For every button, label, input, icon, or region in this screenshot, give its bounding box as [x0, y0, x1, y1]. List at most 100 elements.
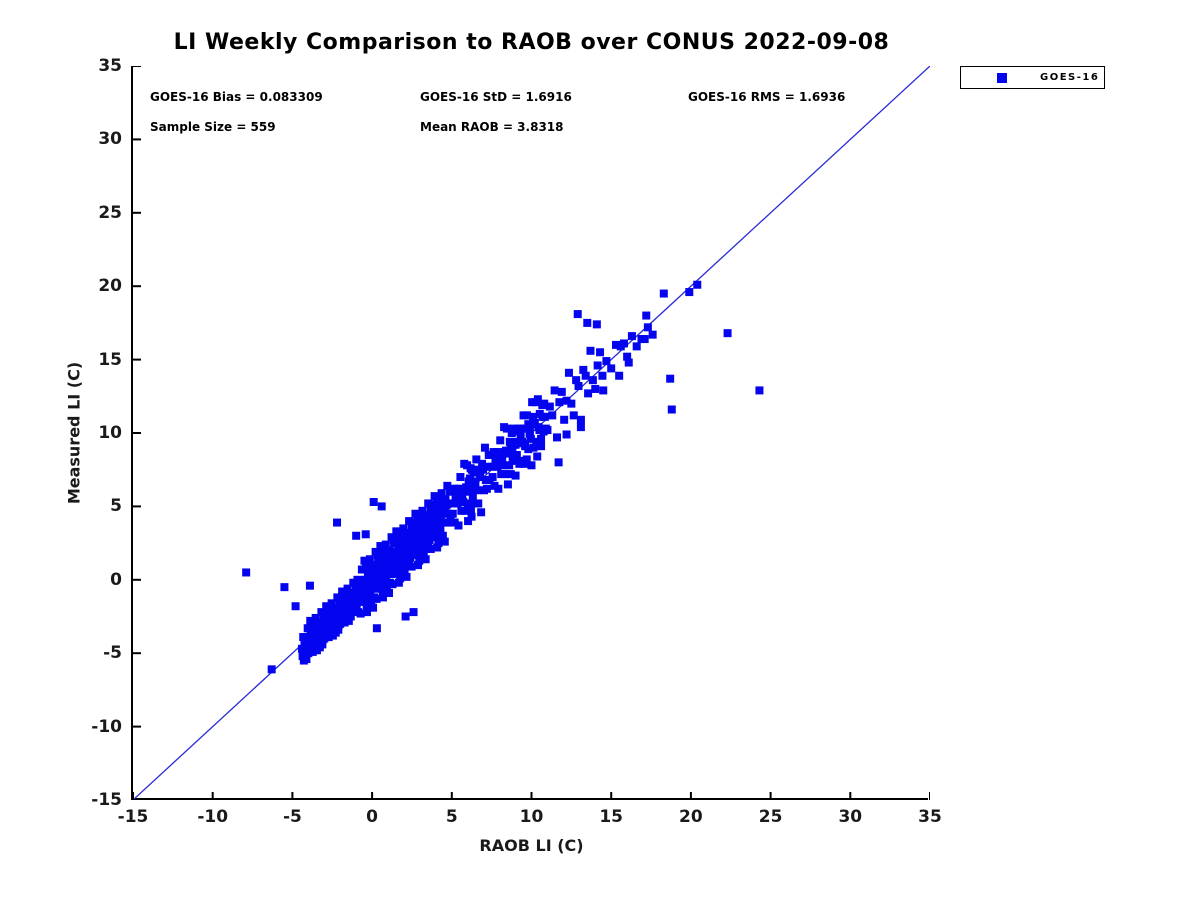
data-point — [545, 402, 554, 411]
data-point — [543, 426, 552, 435]
data-point — [755, 386, 764, 395]
x-tick-label: 0 — [366, 807, 379, 827]
data-point — [576, 415, 585, 424]
data-point — [465, 487, 474, 496]
data-point — [567, 399, 576, 408]
data-point — [562, 430, 571, 439]
data-point — [523, 411, 532, 420]
data-point — [538, 401, 547, 410]
data-point — [426, 505, 435, 514]
data-point — [427, 514, 436, 523]
data-point — [607, 364, 616, 373]
y-tick-label: -5 — [103, 643, 122, 664]
data-point — [508, 448, 517, 457]
data-point — [389, 536, 398, 545]
data-point — [362, 562, 371, 571]
plot-area — [131, 66, 930, 800]
data-point — [337, 612, 346, 621]
data-point — [414, 561, 423, 570]
data-point — [554, 458, 563, 467]
data-point — [365, 578, 374, 587]
x-tick-label: 20 — [679, 807, 703, 827]
data-point — [356, 609, 365, 618]
data-point — [623, 352, 632, 361]
data-point — [303, 624, 312, 633]
data-point — [553, 433, 562, 442]
data-point — [400, 566, 409, 575]
data-point — [372, 624, 381, 633]
y-tick-label: 10 — [98, 423, 122, 443]
data-point — [469, 468, 478, 477]
data-point — [537, 434, 546, 443]
y-tick-label: 0 — [110, 569, 122, 590]
data-point — [624, 358, 633, 367]
data-point — [373, 550, 382, 559]
data-point — [531, 398, 540, 407]
data-point — [398, 559, 407, 568]
data-point — [516, 431, 525, 440]
data-point — [537, 442, 546, 451]
legend-marker-square — [997, 72, 1007, 83]
data-point — [415, 556, 424, 565]
data-point — [339, 591, 348, 600]
chart-title: LI Weekly Comparison to RAOB over CONUS … — [173, 30, 890, 55]
data-point — [461, 506, 470, 515]
data-point — [443, 481, 452, 490]
data-point — [438, 518, 447, 527]
y-axis-label: Measured LI (C) — [64, 361, 84, 505]
x-tick-label: 25 — [758, 807, 783, 827]
data-point — [619, 339, 628, 348]
y-tick-label: -10 — [91, 716, 122, 737]
data-point — [555, 398, 564, 407]
data-point — [611, 340, 620, 349]
data-point — [584, 389, 593, 398]
data-point — [242, 568, 251, 577]
y-tick-label: 20 — [98, 276, 122, 297]
data-point — [642, 311, 651, 320]
annotation-sample-size: Sample Size = 559 — [150, 120, 276, 134]
data-point — [560, 415, 569, 424]
y-tick-label: 5 — [110, 496, 122, 517]
data-point — [723, 329, 732, 338]
data-point — [576, 423, 585, 432]
data-point — [533, 452, 542, 461]
data-point — [436, 524, 445, 533]
data-point — [323, 622, 332, 631]
data-point — [520, 459, 529, 468]
data-point — [472, 455, 481, 464]
data-point — [323, 606, 332, 615]
data-point — [376, 578, 385, 587]
data-point — [498, 453, 507, 462]
data-point — [408, 531, 417, 540]
data-point — [480, 443, 489, 452]
data-point — [615, 371, 624, 380]
data-point — [352, 599, 361, 608]
data-point — [505, 461, 514, 470]
data-point — [488, 473, 497, 482]
data-point — [368, 584, 377, 593]
data-point — [377, 502, 386, 511]
data-point — [557, 387, 566, 396]
y-tick-label: 15 — [98, 349, 122, 370]
data-point — [494, 484, 503, 493]
data-point — [540, 412, 549, 421]
data-point — [524, 420, 533, 429]
data-point — [360, 593, 369, 602]
y-tick-label: -15 — [91, 790, 122, 810]
data-point — [389, 549, 398, 558]
data-point — [685, 288, 694, 297]
data-point — [334, 625, 343, 634]
data-point — [367, 597, 376, 606]
data-point — [384, 589, 393, 598]
data-point — [453, 499, 462, 508]
data-point — [307, 637, 316, 646]
data-point — [525, 429, 534, 437]
data-point — [491, 455, 500, 464]
data-point — [361, 530, 370, 539]
data-point — [426, 544, 435, 553]
data-point — [455, 484, 464, 493]
data-point — [502, 424, 511, 433]
data-point — [598, 371, 607, 380]
data-point — [377, 547, 386, 556]
data-point — [693, 280, 702, 289]
